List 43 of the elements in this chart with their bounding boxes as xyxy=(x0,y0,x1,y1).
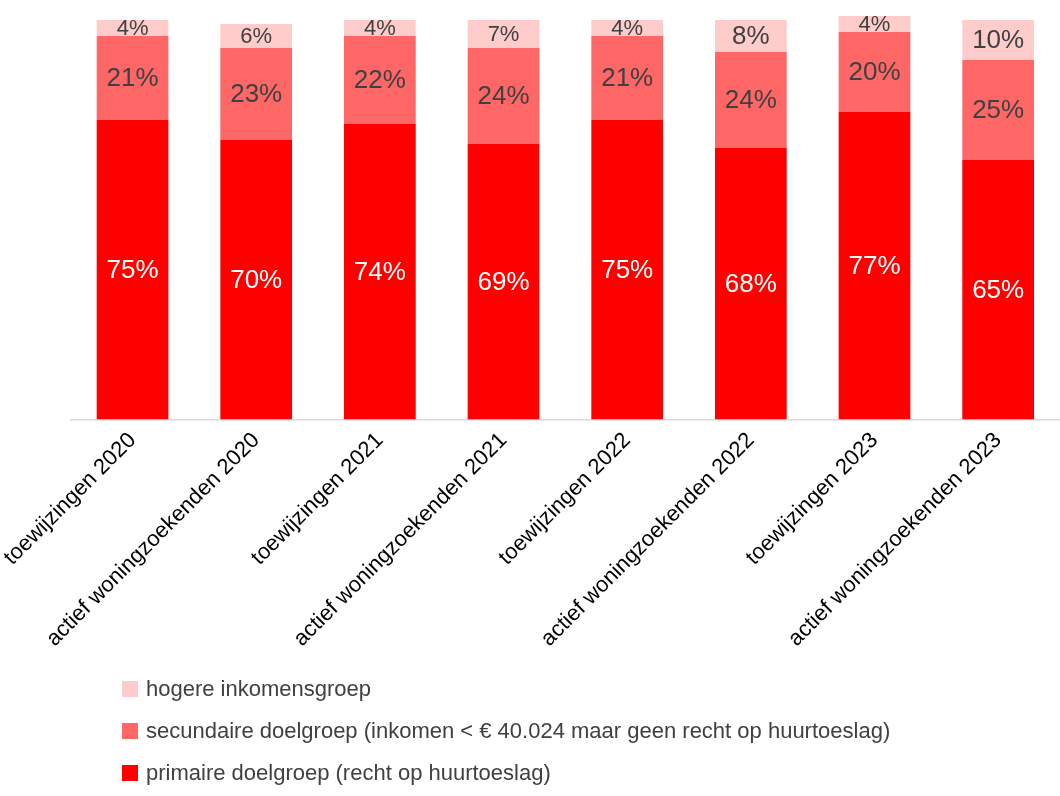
data-label: 21% xyxy=(601,62,654,93)
data-label: 75% xyxy=(106,253,159,284)
bar xyxy=(962,159,1035,420)
data-label: 70% xyxy=(230,263,283,294)
bar xyxy=(220,47,293,140)
bar xyxy=(714,147,787,420)
data-label: 25% xyxy=(972,94,1025,125)
legend-label: primaire doelgroep (recht op huurtoeslag) xyxy=(146,760,551,786)
legend-label: secundaire doelgroep (inkomen < € 40.024 maar geen recht op huurtoeslag) xyxy=(146,718,891,744)
data-label: 7% xyxy=(487,21,520,47)
bar xyxy=(962,59,1035,160)
bar xyxy=(96,119,169,420)
data-label: 6% xyxy=(240,23,273,49)
data-label: 8% xyxy=(732,20,770,51)
data-label: 24% xyxy=(477,80,530,111)
data-label: 10% xyxy=(972,24,1025,55)
data-label: 75% xyxy=(601,253,654,284)
bar xyxy=(96,35,169,120)
bar xyxy=(467,143,540,420)
data-label: 4% xyxy=(363,15,396,41)
bar xyxy=(344,123,416,420)
bar xyxy=(467,47,540,144)
bar xyxy=(344,35,416,124)
data-label: 21% xyxy=(106,62,159,93)
data-label: 69% xyxy=(477,265,530,296)
data-label: 68% xyxy=(724,267,777,298)
data-label: 4% xyxy=(116,15,149,41)
data-label: 74% xyxy=(353,255,406,286)
legend-label: hogere inkomensgroep xyxy=(146,676,372,702)
bar xyxy=(838,31,911,112)
data-label: 4% xyxy=(858,11,891,37)
data-label: 24% xyxy=(724,84,777,115)
bar xyxy=(220,139,293,420)
data-label: 20% xyxy=(848,56,901,87)
bar xyxy=(591,119,664,420)
data-label: 65% xyxy=(972,273,1025,304)
data-label: 22% xyxy=(353,64,406,95)
bar xyxy=(714,51,787,148)
bar xyxy=(838,111,911,420)
data-label: 23% xyxy=(230,78,283,109)
data-label: 77% xyxy=(848,249,901,280)
data-label: 4% xyxy=(611,15,644,41)
bar xyxy=(591,35,664,120)
